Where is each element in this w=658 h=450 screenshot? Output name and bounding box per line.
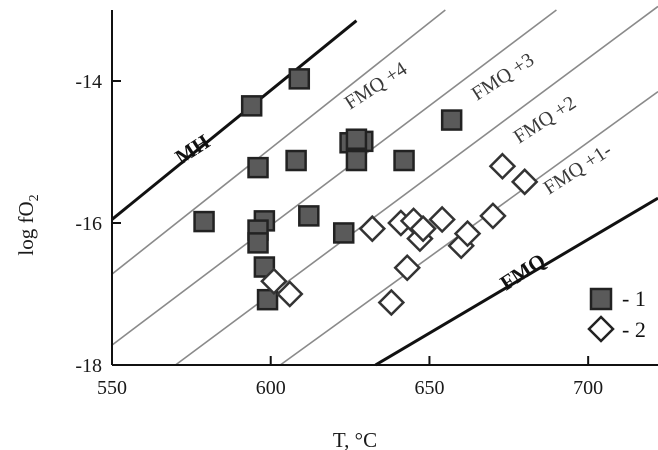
buffer-line-fmq-2 bbox=[175, 5, 658, 366]
series-2-diamond-marker bbox=[479, 202, 507, 230]
series-1-square-marker bbox=[193, 210, 215, 233]
x-tick-label: 600 bbox=[256, 377, 286, 399]
series-2-diamond-marker bbox=[393, 253, 421, 282]
fmq3-curve-label: FMQ +3 bbox=[468, 49, 538, 105]
series-1-square-marker bbox=[240, 95, 263, 117]
series-1-square-marker bbox=[393, 149, 415, 172]
series-1-square-marker bbox=[298, 205, 320, 227]
x-tick-label: 700 bbox=[573, 377, 603, 399]
data-points-layer bbox=[193, 68, 539, 317]
legend-marker-filled-square bbox=[589, 287, 613, 311]
series-1-square-marker bbox=[345, 149, 368, 172]
legend-label-2: - 2 bbox=[622, 317, 646, 342]
series-2-diamond-marker bbox=[358, 214, 387, 243]
fmq2-curve-label: FMQ +2 bbox=[510, 92, 580, 148]
y-tick-label: -18 bbox=[75, 355, 102, 377]
series-2-diamond-marker bbox=[260, 267, 288, 295]
series-1-square-marker bbox=[345, 128, 368, 150]
svg-text:log fO2: log fO2 bbox=[14, 194, 42, 255]
fmq-curve-label: FMQ bbox=[496, 248, 550, 295]
legend: - 1 - 2 bbox=[587, 286, 646, 343]
y-axis-title-subscript: 2 bbox=[27, 194, 42, 201]
series-1-square-marker bbox=[440, 109, 463, 131]
series-2-diamond-marker bbox=[377, 288, 406, 317]
y-tick-label: -16 bbox=[75, 213, 102, 235]
y-axis-title-main: log fO bbox=[14, 201, 38, 255]
series-1-square-marker bbox=[253, 256, 276, 278]
series-1-square-marker bbox=[247, 156, 269, 179]
ticks-layer: 550 600 650 700 -14 -16 -18 bbox=[75, 71, 603, 399]
fmq4-curve-label: FMQ +4 bbox=[341, 58, 411, 114]
series-2-diamond-marker bbox=[275, 280, 304, 308]
legend-marker-open-diamond bbox=[587, 315, 615, 343]
x-tick-label: 550 bbox=[97, 377, 127, 399]
series-2-diamond-marker bbox=[510, 168, 539, 196]
buffer-line-fmq bbox=[374, 196, 658, 367]
x-axis-title: T, °C bbox=[333, 428, 377, 450]
x-tick-label: 650 bbox=[414, 377, 444, 399]
series-2-diamond-marker bbox=[409, 214, 437, 243]
series-2-diamond-marker bbox=[428, 205, 456, 234]
series-1-square-marker bbox=[256, 288, 279, 311]
y-tick-label: -14 bbox=[75, 71, 102, 93]
series-1-square-marker bbox=[285, 149, 307, 172]
series-2-diamond-marker bbox=[488, 152, 517, 180]
buffer-lines-layer bbox=[111, 5, 658, 367]
series-1-square-marker bbox=[288, 68, 311, 90]
mh-curve-label: MH bbox=[171, 129, 214, 169]
series-2-diamond-marker bbox=[453, 219, 482, 248]
buffer-line-fmq-3 bbox=[111, 9, 557, 346]
series-1-square-marker bbox=[332, 222, 355, 244]
y-axis-title: log fO2 bbox=[14, 194, 42, 255]
buffer-line-mh bbox=[111, 19, 358, 221]
series-1-square-marker bbox=[247, 232, 269, 254]
buffer-line-fmq-4 bbox=[111, 9, 446, 275]
legend-label-1: - 1 bbox=[622, 286, 646, 311]
